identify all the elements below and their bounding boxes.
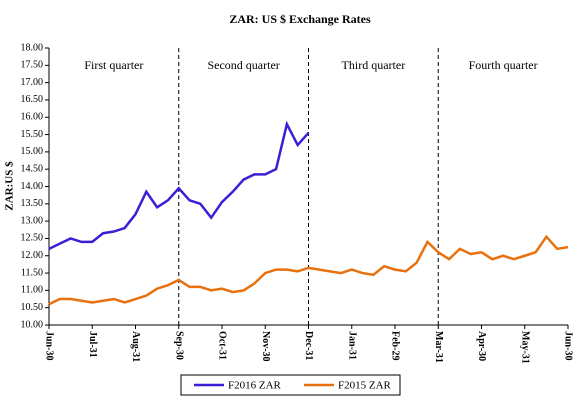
y-tick-label: 18.00 (21, 42, 44, 53)
x-tick-label: Aug-31 (130, 331, 141, 362)
quarter-label: First quarter (84, 58, 143, 72)
y-tick-label: 11.00 (21, 285, 43, 296)
x-tick-label: Feb-29 (390, 331, 401, 360)
x-tick-label: Dec-31 (303, 331, 314, 360)
x-tick-label: Jul-31 (87, 331, 98, 358)
quarter-label: Second quarter (207, 58, 279, 72)
x-tick-label: Jun-30 (44, 331, 55, 360)
y-tick-label: 17.50 (21, 60, 44, 71)
y-tick-label: 14.50 (21, 163, 44, 174)
quarter-label: Fourth quarter (469, 58, 538, 72)
y-tick-label: 16.50 (21, 94, 44, 105)
y-tick-label: 12.00 (21, 250, 44, 261)
y-tick-label: 11.50 (21, 267, 43, 278)
y-tick-label: 17.00 (21, 77, 44, 88)
legend-box (180, 374, 401, 396)
y-tick-label: 10.50 (21, 302, 44, 313)
x-tick-label: Apr-30 (476, 331, 487, 361)
x-tick-label: Sep-30 (173, 331, 184, 360)
y-tick-label: 13.00 (21, 215, 44, 226)
y-tick-label: 15.00 (21, 146, 44, 157)
x-tick-label: May-31 (519, 331, 530, 364)
x-tick-label: Mar-31 (433, 331, 444, 363)
series-line (48, 234, 569, 306)
x-tick-label: Jun-30 (563, 331, 574, 360)
chart-title: ZAR: US $ Exchange Rates (229, 12, 371, 26)
quarter-label: Third quarter (342, 58, 406, 72)
y-axis-label: ZAR:US $ (4, 161, 16, 211)
legend-label: F2015 ZAR (338, 380, 392, 392)
y-tick-label: 16.00 (21, 112, 44, 123)
x-tick-label: Nov-30 (260, 331, 271, 362)
y-tick-label: 13.50 (21, 198, 44, 209)
y-tick-label: 14.00 (21, 181, 44, 192)
x-tick-label: Jan-31 (346, 331, 357, 360)
y-tick-label: 10.00 (21, 319, 44, 330)
series-line (48, 120, 310, 250)
y-tick-label: 12.50 (21, 233, 44, 244)
legend-label: F2016 ZAR (228, 380, 282, 392)
x-tick-label: Oct-31 (217, 331, 228, 360)
y-tick-label: 15.50 (21, 129, 44, 140)
